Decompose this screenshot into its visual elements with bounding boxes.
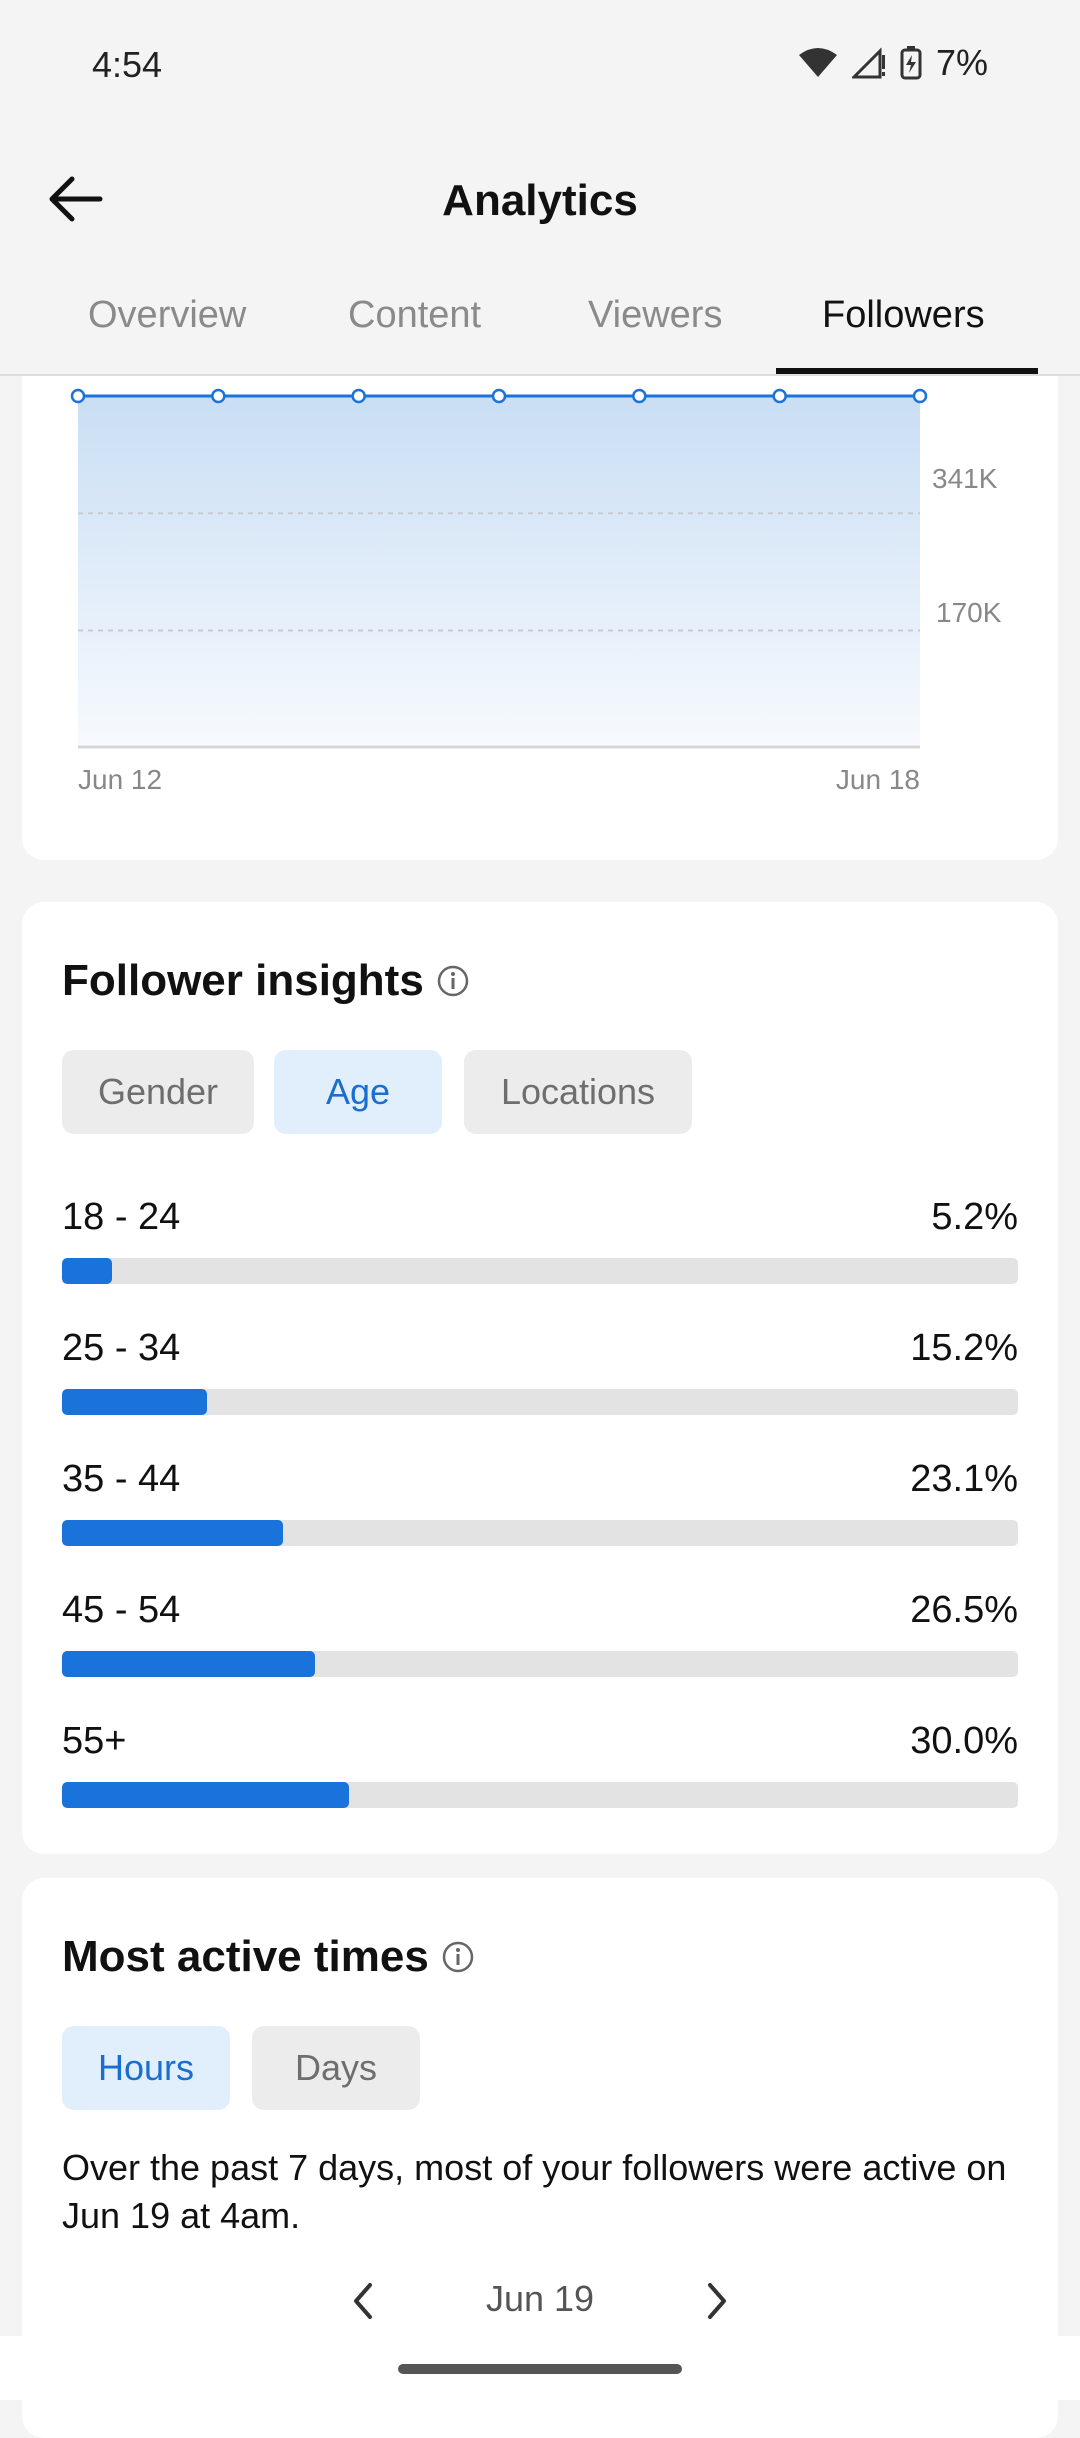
data-point[interactable] <box>772 388 787 404</box>
tab-overview[interactable]: Overview <box>88 294 247 336</box>
chevron-right-icon <box>708 2283 726 2319</box>
age-group-row: 18 - 24 5.2% <box>62 1196 1018 1286</box>
x-tick-label: Jun 18 <box>836 764 920 795</box>
status-icons: 7% <box>798 42 988 84</box>
series-area <box>78 396 920 747</box>
age-group-label: 55+ <box>62 1720 127 1762</box>
chip-days[interactable]: Days <box>252 2026 420 2110</box>
age-group-label: 18 - 24 <box>62 1196 181 1238</box>
section-title-text: Follower insights <box>62 956 424 1005</box>
previous-date-button[interactable] <box>338 2276 388 2326</box>
status-bar: 4:54 7% <box>0 0 1080 130</box>
battery-icon <box>900 46 922 80</box>
x-tick-label: Jun 12 <box>78 764 162 795</box>
current-date-label: Jun 19 <box>485 2278 595 2319</box>
age-group-label: 25 - 34 <box>62 1327 181 1369</box>
age-group-bar-fill <box>62 1782 349 1808</box>
page-title: Analytics <box>442 176 638 225</box>
chip-hours[interactable]: Hours <box>62 2026 230 2110</box>
tab-content[interactable]: Content <box>348 294 482 336</box>
tab-followers[interactable]: Followers <box>822 294 985 336</box>
age-group-label: 45 - 54 <box>62 1589 181 1631</box>
age-group-bar-fill <box>62 1520 283 1546</box>
date-navigator: Jun 19 <box>22 2264 1058 2344</box>
y-tick-label: 341K <box>932 463 998 494</box>
battery-percent: 7% <box>935 42 988 83</box>
wifi-icon <box>798 48 837 77</box>
chevron-left-icon <box>354 2283 372 2319</box>
followers-chart: 341K 170K Jun 12 Jun 18 <box>70 388 1002 795</box>
data-point[interactable] <box>632 388 647 404</box>
app-header: Analytics <box>0 130 1080 270</box>
age-group-bar-track <box>62 1520 1018 1546</box>
age-group-bar-fill <box>62 1258 112 1284</box>
home-indicator[interactable] <box>398 2364 682 2374</box>
info-icon[interactable] <box>436 964 470 998</box>
data-point[interactable] <box>351 388 366 404</box>
section-title-text: Most active times <box>62 1932 429 1981</box>
age-group-bar-track <box>62 1782 1018 1808</box>
age-group-percent: 15.2% <box>910 1327 1018 1369</box>
age-group-row: 25 - 34 15.2% <box>62 1327 1018 1417</box>
age-group-row: 45 - 54 26.5% <box>62 1589 1018 1679</box>
y-tick-label: 170K <box>936 597 1002 628</box>
age-group-percent: 5.2% <box>931 1196 1018 1238</box>
signal-icon <box>851 47 885 79</box>
back-button[interactable] <box>40 168 110 230</box>
age-group-percent: 23.1% <box>910 1458 1018 1500</box>
data-point[interactable] <box>491 388 507 404</box>
info-icon[interactable] <box>441 1940 475 1974</box>
age-group-percent: 30.0% <box>910 1720 1018 1762</box>
most-active-description: Over the past 7 days, most of your follo… <box>62 2147 1007 2236</box>
follower-insights-card: Follower insights Gender Age Locations 1… <box>22 902 1058 1854</box>
followers-chart-card: 341K 170K Jun 12 Jun 18 <box>22 376 1058 860</box>
status-time: 4:54 <box>92 44 163 85</box>
follower-insights-title: Follower insights <box>62 956 470 1006</box>
tab-viewers[interactable]: Viewers <box>588 294 723 336</box>
age-group-label: 35 - 44 <box>62 1458 181 1500</box>
age-group-row: 35 - 44 23.1% <box>62 1458 1018 1548</box>
data-point[interactable] <box>70 388 86 404</box>
chip-age[interactable]: Age <box>274 1050 442 1134</box>
age-group-bar-track <box>62 1389 1018 1415</box>
back-arrow-icon <box>49 176 103 222</box>
age-group-bar-track <box>62 1651 1018 1677</box>
next-date-button[interactable] <box>692 2276 742 2326</box>
data-point[interactable] <box>211 388 226 404</box>
age-group-bar-fill <box>62 1389 207 1415</box>
chip-gender[interactable]: Gender <box>62 1050 254 1134</box>
age-group-percent: 26.5% <box>910 1589 1018 1631</box>
chip-locations[interactable]: Locations <box>464 1050 692 1134</box>
data-point[interactable] <box>912 388 928 404</box>
age-group-bar-track <box>62 1258 1018 1284</box>
tab-indicator <box>776 368 1038 374</box>
most-active-title: Most active times <box>62 1932 475 1982</box>
tab-bar: Overview Content Viewers Followers <box>0 270 1080 376</box>
age-group-row: 55+ 30.0% <box>62 1720 1018 1810</box>
age-group-bar-fill <box>62 1651 315 1677</box>
